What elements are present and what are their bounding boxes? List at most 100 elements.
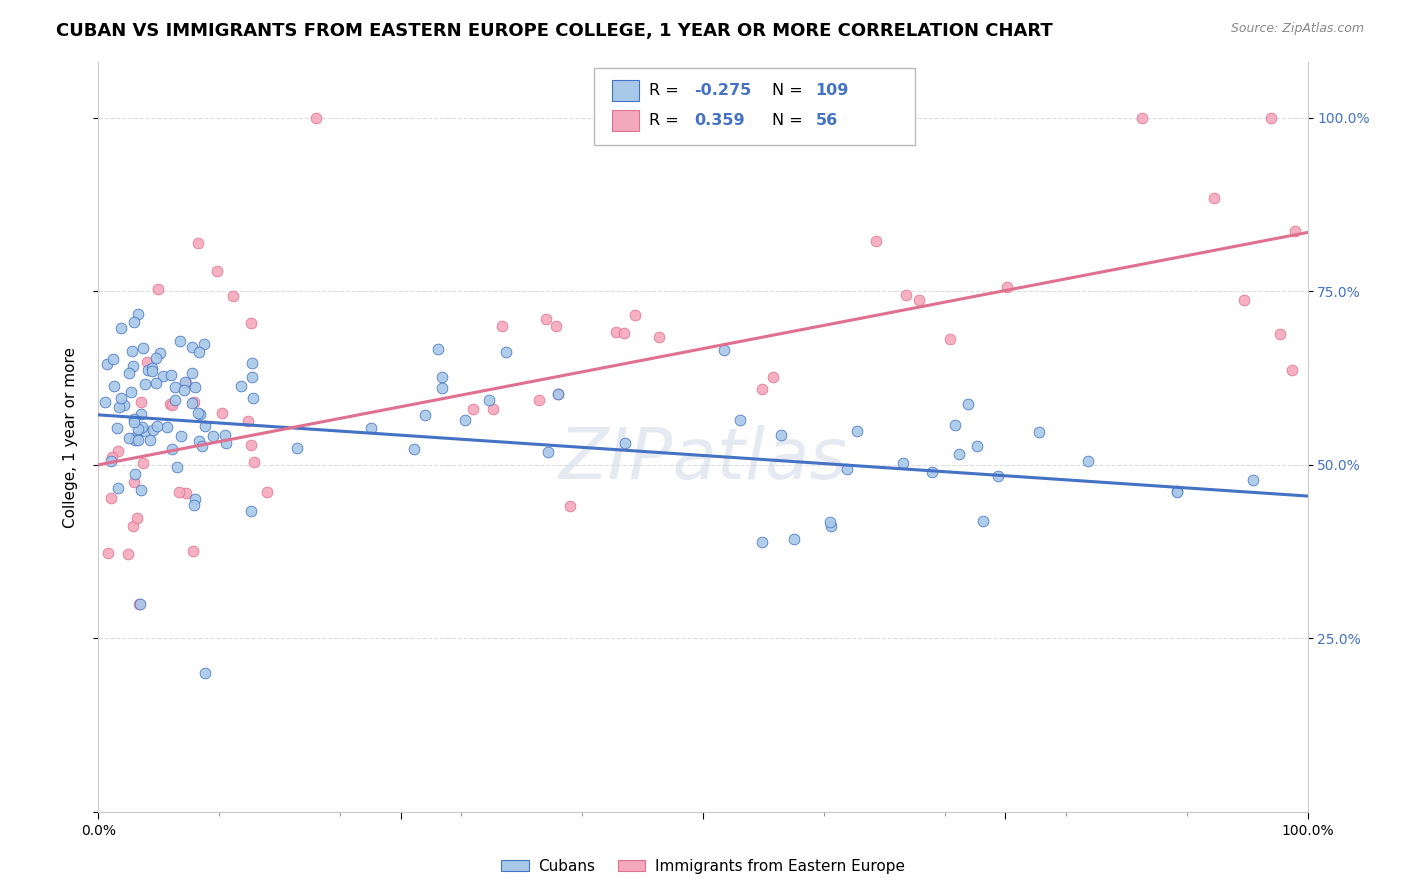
Point bbox=[131, 407, 153, 421]
Point bbox=[751, 534, 773, 549]
Point bbox=[94, 395, 117, 409]
Point bbox=[134, 377, 156, 392]
Point bbox=[215, 436, 238, 450]
Point bbox=[432, 370, 454, 384]
Point bbox=[495, 345, 517, 359]
Point bbox=[156, 420, 179, 434]
Point bbox=[430, 381, 453, 395]
Point bbox=[413, 408, 436, 422]
Point bbox=[478, 392, 501, 407]
Point bbox=[121, 518, 143, 533]
Point bbox=[201, 429, 224, 443]
Point bbox=[127, 433, 149, 447]
Point bbox=[865, 234, 887, 248]
Point bbox=[243, 455, 266, 469]
Point bbox=[134, 424, 156, 438]
Point bbox=[138, 363, 160, 377]
Point bbox=[131, 420, 153, 434]
Point bbox=[1028, 425, 1050, 439]
Point bbox=[152, 368, 174, 383]
Text: -0.275: -0.275 bbox=[695, 83, 752, 97]
Point bbox=[1284, 225, 1306, 239]
Point bbox=[835, 462, 858, 476]
Point bbox=[1281, 363, 1303, 377]
Point bbox=[194, 665, 217, 680]
Point bbox=[537, 445, 560, 459]
Point bbox=[463, 401, 485, 416]
Point bbox=[536, 312, 558, 326]
Point bbox=[117, 547, 139, 561]
Point bbox=[222, 289, 245, 303]
Point bbox=[112, 398, 135, 412]
Point bbox=[751, 382, 773, 396]
Point bbox=[124, 433, 146, 447]
Text: N =: N = bbox=[772, 112, 808, 128]
Point bbox=[160, 399, 183, 413]
Point bbox=[191, 439, 214, 453]
Point bbox=[170, 428, 193, 442]
Point bbox=[122, 315, 145, 329]
Point bbox=[142, 423, 165, 437]
Point bbox=[547, 386, 569, 401]
Point bbox=[240, 370, 263, 384]
Point bbox=[783, 533, 806, 547]
Point bbox=[194, 419, 217, 434]
Point bbox=[129, 483, 152, 497]
Point bbox=[96, 357, 118, 371]
Point bbox=[132, 341, 155, 355]
Point bbox=[146, 282, 169, 296]
Point bbox=[1202, 191, 1225, 205]
Point bbox=[1166, 485, 1188, 500]
Point bbox=[145, 376, 167, 390]
Point bbox=[1130, 111, 1153, 125]
Point bbox=[183, 498, 205, 512]
Text: 109: 109 bbox=[815, 83, 849, 97]
Point bbox=[118, 431, 141, 445]
Point bbox=[174, 486, 197, 500]
Point bbox=[547, 386, 569, 401]
Point bbox=[939, 332, 962, 346]
Point bbox=[239, 438, 262, 452]
Point bbox=[945, 418, 967, 433]
Point bbox=[995, 280, 1018, 294]
Text: ZIPatlas: ZIPatlas bbox=[558, 425, 848, 494]
Y-axis label: College, 1 year or more: College, 1 year or more bbox=[63, 347, 77, 527]
Point bbox=[1268, 327, 1291, 342]
Point bbox=[181, 544, 204, 558]
Text: 0.359: 0.359 bbox=[695, 112, 745, 128]
Point bbox=[181, 396, 204, 410]
Point bbox=[167, 485, 190, 500]
Text: R =: R = bbox=[648, 112, 683, 128]
Point bbox=[188, 407, 211, 421]
Point bbox=[160, 442, 183, 457]
Point bbox=[305, 111, 328, 125]
Point bbox=[108, 400, 131, 414]
Point bbox=[231, 378, 253, 392]
Point bbox=[454, 413, 477, 427]
Point bbox=[240, 356, 263, 370]
Point bbox=[118, 367, 141, 381]
Point bbox=[614, 435, 637, 450]
Point bbox=[110, 320, 132, 334]
Point bbox=[193, 336, 215, 351]
Point bbox=[972, 514, 994, 528]
Point bbox=[120, 384, 142, 399]
Point bbox=[174, 376, 197, 390]
Point bbox=[846, 424, 869, 438]
Point bbox=[242, 391, 264, 405]
Point bbox=[713, 343, 735, 357]
Point bbox=[122, 412, 145, 426]
Point bbox=[1077, 454, 1099, 468]
Point bbox=[187, 235, 209, 250]
Point bbox=[214, 427, 236, 442]
Point bbox=[127, 307, 149, 321]
Point bbox=[482, 401, 505, 416]
Point bbox=[491, 319, 513, 334]
Point bbox=[100, 454, 122, 468]
Point bbox=[770, 428, 793, 442]
Point bbox=[613, 326, 636, 341]
Point bbox=[908, 293, 931, 307]
Text: CUBAN VS IMMIGRANTS FROM EASTERN EUROPE COLLEGE, 1 YEAR OR MORE CORRELATION CHAR: CUBAN VS IMMIGRANTS FROM EASTERN EUROPE … bbox=[56, 22, 1053, 40]
Point bbox=[181, 340, 204, 354]
Point bbox=[122, 415, 145, 429]
